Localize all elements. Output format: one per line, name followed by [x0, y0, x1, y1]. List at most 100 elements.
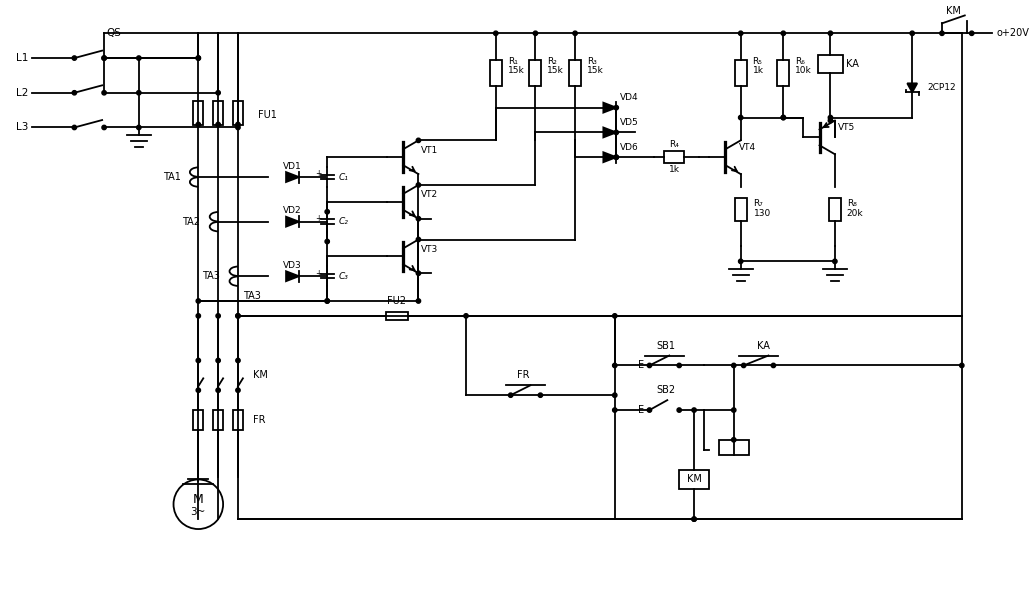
Circle shape: [910, 31, 914, 35]
Bar: [530, 60, 541, 86]
Circle shape: [102, 125, 106, 130]
Text: TA3: TA3: [202, 271, 220, 281]
Polygon shape: [286, 217, 299, 227]
Polygon shape: [907, 84, 917, 93]
Text: TA1: TA1: [162, 172, 181, 182]
Circle shape: [236, 125, 240, 130]
Circle shape: [739, 259, 743, 263]
Text: KM: KM: [946, 7, 962, 16]
Text: KM: KM: [687, 474, 701, 484]
Circle shape: [781, 115, 785, 120]
Circle shape: [102, 91, 106, 95]
Circle shape: [416, 138, 420, 142]
Text: C₃: C₃: [339, 272, 349, 281]
Text: +: +: [315, 169, 321, 178]
Bar: [213, 410, 223, 430]
Circle shape: [613, 314, 617, 318]
Text: o+20V: o+20V: [997, 28, 1029, 38]
Circle shape: [416, 183, 420, 187]
Circle shape: [613, 363, 617, 368]
Text: R₄: R₄: [669, 140, 679, 149]
Text: VT1: VT1: [421, 146, 439, 155]
Circle shape: [72, 125, 76, 130]
Polygon shape: [603, 103, 617, 112]
Text: VD4: VD4: [620, 93, 638, 102]
Text: +: +: [315, 214, 321, 223]
Circle shape: [742, 363, 746, 368]
Bar: [233, 410, 243, 430]
Text: R₇: R₇: [754, 200, 763, 209]
Circle shape: [236, 123, 240, 127]
Text: SB2: SB2: [657, 385, 676, 395]
Circle shape: [677, 363, 682, 368]
Text: C₂: C₂: [339, 217, 349, 226]
Bar: [818, 55, 843, 73]
Circle shape: [692, 517, 696, 521]
Text: E: E: [638, 405, 645, 415]
Bar: [385, 312, 408, 320]
Text: 1k: 1k: [753, 67, 763, 76]
Circle shape: [325, 239, 330, 243]
Text: VD6: VD6: [620, 143, 638, 152]
Bar: [490, 60, 502, 86]
Text: VD2: VD2: [283, 206, 302, 215]
Polygon shape: [286, 271, 299, 281]
Text: L3: L3: [15, 123, 28, 132]
Circle shape: [72, 91, 76, 95]
Text: 15k: 15k: [507, 67, 525, 76]
Text: L1: L1: [15, 53, 28, 63]
Circle shape: [72, 56, 76, 60]
Text: R₅: R₅: [753, 56, 762, 66]
Bar: [778, 60, 789, 86]
Circle shape: [677, 408, 682, 412]
Circle shape: [772, 363, 776, 368]
Text: SB1: SB1: [657, 341, 676, 350]
Circle shape: [614, 155, 619, 159]
Text: 15k: 15k: [587, 67, 603, 76]
Circle shape: [196, 56, 200, 60]
Circle shape: [960, 363, 964, 368]
Circle shape: [828, 31, 833, 35]
Text: FR: FR: [518, 370, 530, 380]
Text: 130: 130: [754, 209, 771, 218]
Circle shape: [416, 216, 420, 221]
Text: 1k: 1k: [668, 165, 680, 174]
Polygon shape: [603, 152, 617, 162]
Circle shape: [464, 314, 468, 318]
Circle shape: [416, 299, 420, 303]
Text: 2CP12: 2CP12: [927, 84, 956, 93]
Text: VT3: VT3: [421, 245, 439, 254]
Circle shape: [216, 123, 220, 127]
Text: QS: QS: [106, 28, 122, 38]
Circle shape: [833, 259, 837, 263]
Text: FU1: FU1: [258, 109, 277, 120]
Circle shape: [731, 408, 735, 412]
Circle shape: [102, 56, 106, 60]
Circle shape: [533, 31, 537, 35]
Text: +: +: [315, 269, 321, 278]
Text: C₁: C₁: [339, 172, 349, 182]
Circle shape: [196, 299, 200, 303]
Circle shape: [940, 31, 944, 35]
Circle shape: [692, 408, 696, 412]
Circle shape: [828, 115, 833, 120]
Circle shape: [692, 517, 696, 521]
Circle shape: [614, 130, 619, 135]
Text: VD3: VD3: [283, 261, 302, 270]
Circle shape: [613, 408, 617, 412]
Bar: [828, 198, 841, 221]
Circle shape: [196, 314, 200, 318]
Circle shape: [196, 388, 200, 392]
Circle shape: [648, 408, 652, 412]
Text: R₈: R₈: [847, 200, 856, 209]
Circle shape: [216, 91, 220, 95]
Text: VT2: VT2: [421, 191, 439, 200]
Polygon shape: [603, 127, 617, 138]
Circle shape: [196, 123, 200, 127]
Circle shape: [216, 388, 220, 392]
Circle shape: [781, 31, 785, 35]
Text: KM: KM: [253, 370, 268, 380]
Text: 20k: 20k: [847, 209, 864, 218]
Bar: [734, 60, 747, 86]
Circle shape: [136, 91, 140, 95]
